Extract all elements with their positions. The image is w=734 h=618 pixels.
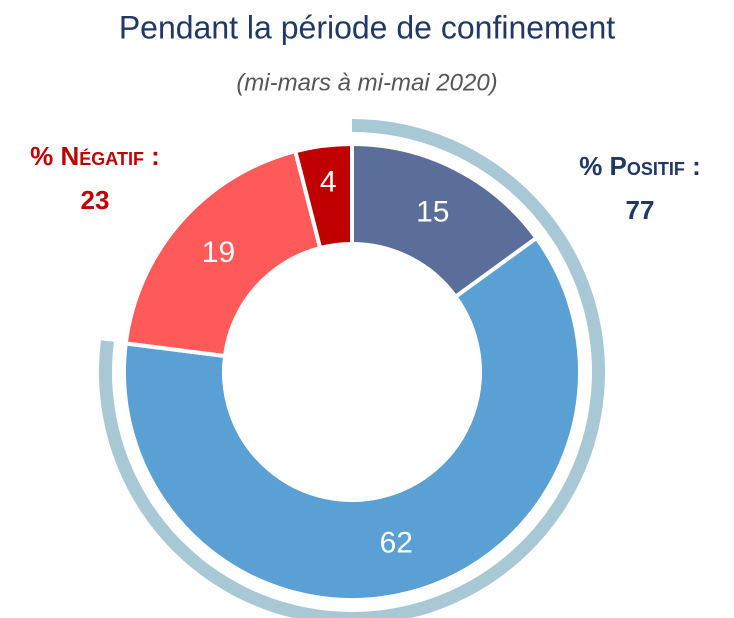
donut-segment [123, 148, 323, 359]
data-label: 19 [202, 236, 235, 269]
data-label: 4 [320, 165, 337, 198]
data-label: 62 [380, 526, 413, 559]
group-value: 23 [81, 185, 110, 215]
chart-title: Pendant la période de confinement [119, 9, 615, 45]
donut-segment [292, 141, 354, 251]
group-label: % Positif : [579, 151, 701, 181]
group-label: % Négatif : [30, 141, 160, 171]
data-label: 15 [416, 195, 449, 228]
donut-segment [122, 235, 582, 602]
group-value: 77 [626, 195, 655, 225]
chart-subtitle: (mi-mars à mi-mai 2020) [236, 69, 497, 96]
donut-segment [350, 141, 540, 300]
